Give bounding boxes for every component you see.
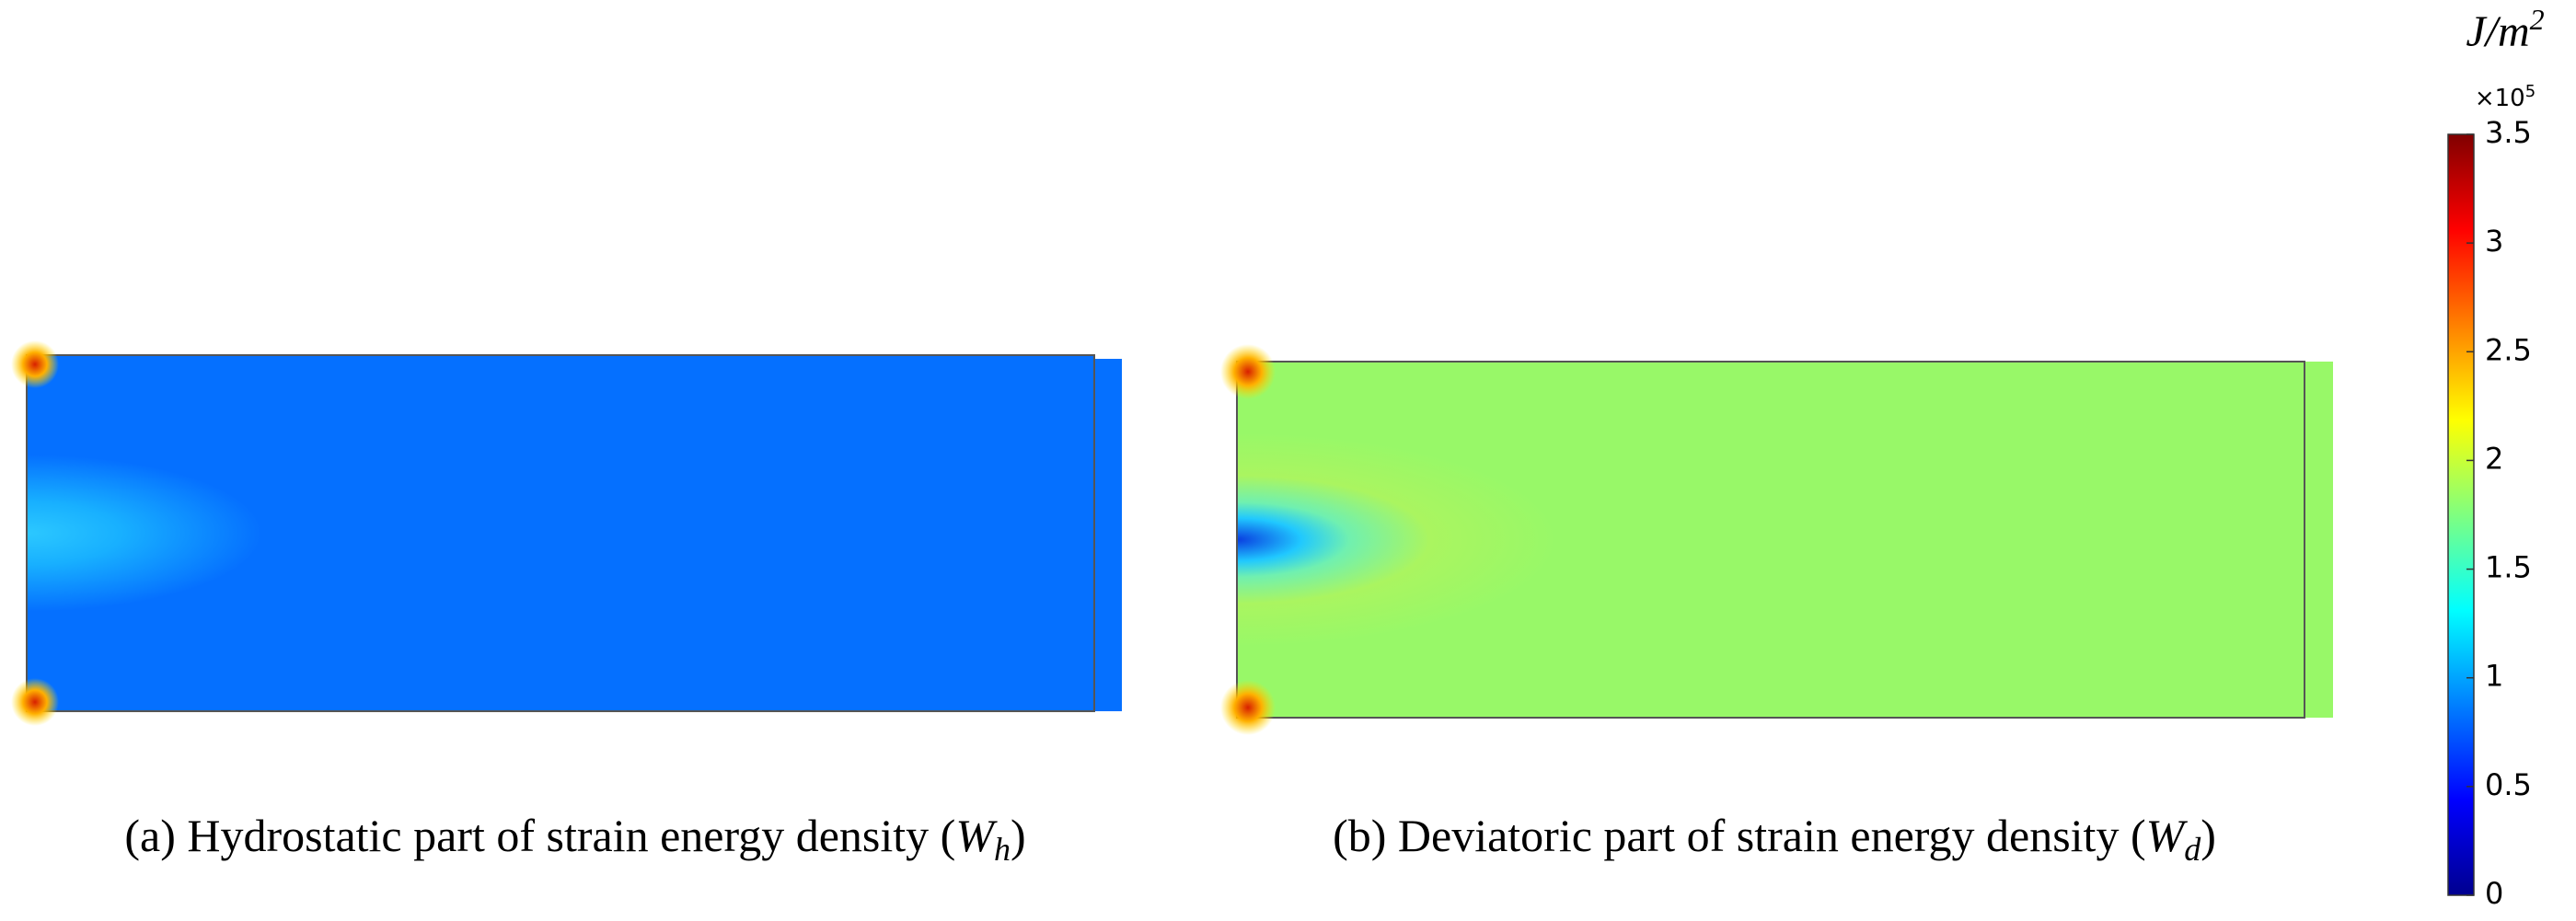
multiplier-base: ×10 bbox=[2475, 85, 2525, 112]
subscript: h bbox=[994, 831, 1011, 868]
caption-close: ) bbox=[2201, 810, 2216, 861]
unit-power: 2 bbox=[2530, 3, 2545, 36]
caption-text: (b) Deviatoric part of strain energy den… bbox=[1333, 810, 2146, 861]
deformed-strip bbox=[1094, 359, 1122, 711]
tick-label: 1 bbox=[2485, 659, 2503, 694]
contour-plot bbox=[26, 354, 1095, 712]
hot-spot bbox=[11, 678, 59, 726]
colorbar: J/m2 ×105 00.511.522.533.5 bbox=[2447, 3, 2545, 911]
multiplier-power: 5 bbox=[2525, 82, 2536, 101]
contour-plot bbox=[1236, 361, 2305, 719]
caption: (a) Hydrostatic part of strain energy de… bbox=[124, 810, 1025, 868]
multiplier: ×105 bbox=[2475, 82, 2536, 112]
tick-label: 2.5 bbox=[2485, 332, 2532, 367]
symbol: W bbox=[955, 810, 998, 861]
tick-label: 1.5 bbox=[2485, 550, 2532, 585]
hot-spot bbox=[1220, 344, 1276, 399]
tick-label: 3 bbox=[2485, 224, 2503, 259]
hot-spot bbox=[1220, 680, 1276, 735]
unit: J/m bbox=[2466, 7, 2529, 56]
caption: (b) Deviatoric part of strain energy den… bbox=[1333, 810, 2216, 868]
panel-b: (b) Deviatoric part of strain energy den… bbox=[1220, 344, 2333, 868]
symbol: W bbox=[2146, 810, 2189, 861]
tick-label: 0 bbox=[2485, 876, 2503, 911]
hot-spot bbox=[11, 340, 59, 388]
panel-a: (a) Hydrostatic part of strain energy de… bbox=[11, 340, 1122, 868]
colorbar-scale bbox=[2447, 133, 2475, 896]
deformed-strip bbox=[2305, 362, 2333, 718]
subscript: d bbox=[2184, 831, 2201, 868]
tick-label: 0.5 bbox=[2485, 767, 2532, 802]
tick-label: 3.5 bbox=[2485, 115, 2532, 150]
caption-close: ) bbox=[1011, 810, 1026, 861]
tick-label: 2 bbox=[2485, 441, 2503, 476]
unit-label: J/m2 bbox=[2466, 3, 2544, 56]
caption-text: (a) Hydrostatic part of strain energy de… bbox=[124, 810, 955, 861]
